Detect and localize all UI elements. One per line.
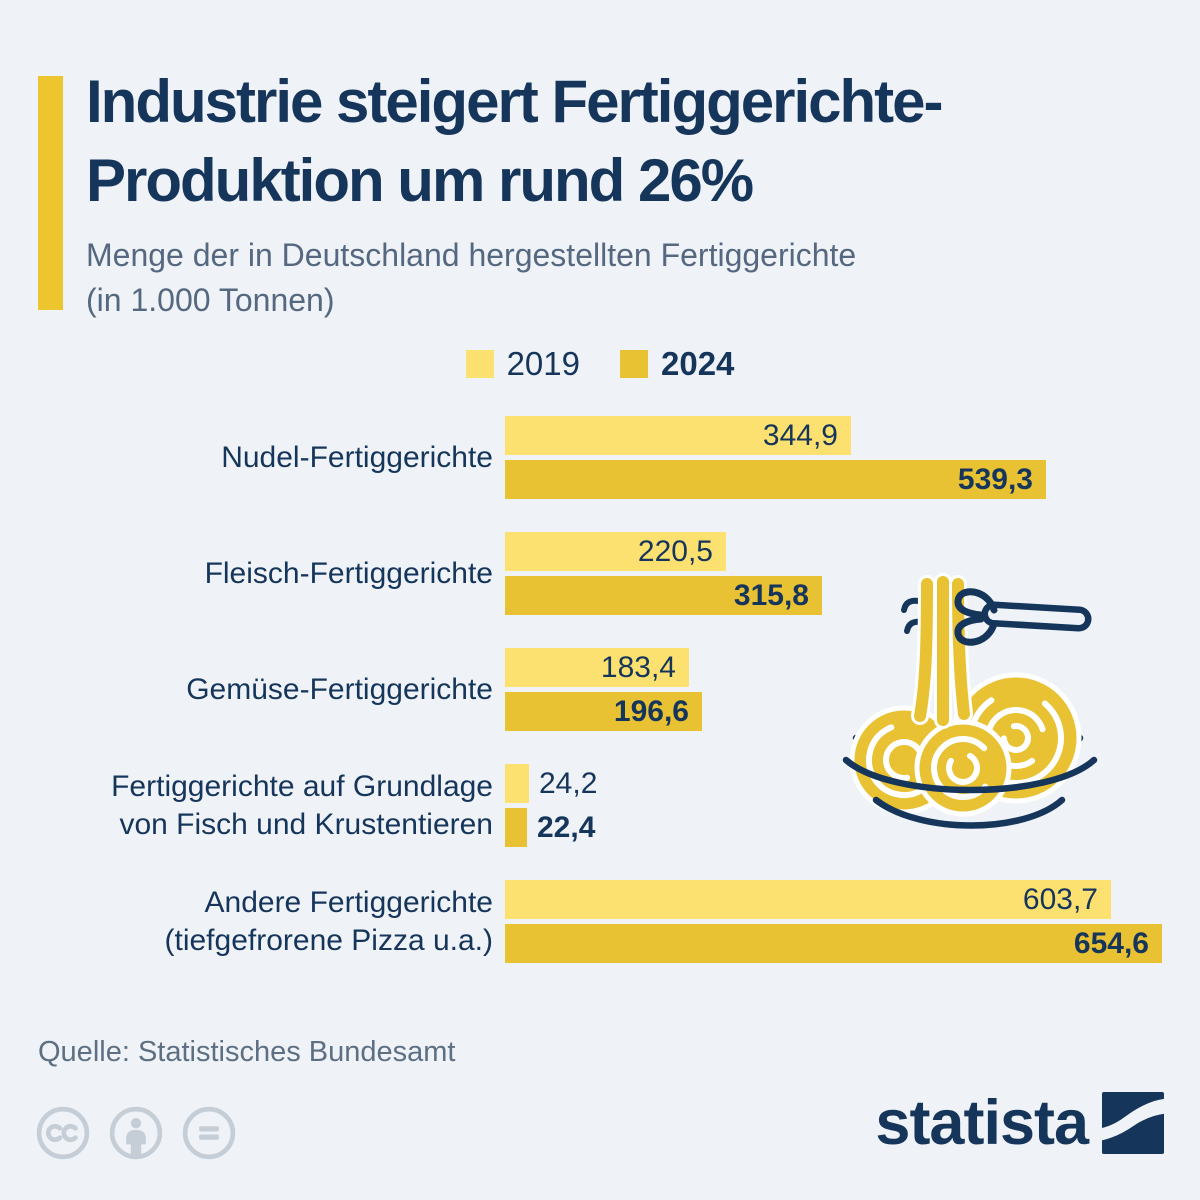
source-text: Quelle: Statistisches Bundesamt — [38, 1036, 456, 1068]
legend-item-2019: 2019 — [465, 345, 580, 383]
category-label: Nudel-Fertiggerichte — [221, 440, 493, 474]
value-label-2019: 183,4 — [600, 651, 676, 684]
value-label-2024: 539,3 — [957, 463, 1033, 496]
category-label: Fertiggerichte auf Grundlage von Fisch un… — [111, 769, 493, 841]
noodles-on-fork-icon — [842, 573, 1098, 829]
value-label-2019: 603,7 — [1022, 883, 1098, 916]
equal-icon — [182, 1106, 236, 1160]
chart-group-5: Andere Fertiggerichte (tiefgefrorene Pizz… — [0, 880, 1200, 963]
legend-label-2024: 2024 — [661, 345, 735, 382]
value-label-2024: 22,4 — [537, 811, 596, 844]
legend-swatch-2024 — [620, 350, 648, 378]
license-icons — [36, 1106, 236, 1160]
chart-group-1: Nudel-Fertiggerichte 344,9 539,3 — [0, 416, 1200, 499]
statista-logo: statista — [875, 1088, 1164, 1158]
bar-2024: 22,4 — [505, 808, 595, 847]
legend-swatch-2019 — [465, 350, 494, 378]
value-label-2019: 344,9 — [762, 419, 838, 452]
legend-label-2019: 2019 — [506, 345, 580, 382]
bar-pair: 24,2 22,4 — [505, 764, 1200, 847]
bar-2024: 315,8 — [505, 576, 822, 615]
legend-item-2024: 2024 — [620, 345, 734, 383]
bar-2019: 24,2 — [505, 764, 597, 803]
cc-icon — [36, 1106, 90, 1160]
bar-2024: 539,3 — [505, 460, 1046, 499]
plate-icon — [842, 756, 1098, 829]
bar-pair: 603,7 654,6 — [505, 880, 1200, 963]
statista-logo-mark — [1102, 1092, 1164, 1154]
bar-chart: Nudel-Fertiggerichte 344,9 539,3 Fleisch-Fe… — [0, 416, 1200, 996]
bar-2019: 220,5 — [505, 532, 726, 571]
page-title-line1: Industrie steigert Fertiggerichte- — [86, 68, 943, 135]
chart-legend: 2019 2024 — [0, 345, 1200, 383]
subtitle: Menge der in Deutschland hergestellten F… — [86, 233, 1146, 323]
bar-pair: 183,4 196,6 — [505, 648, 1200, 731]
bar-2019: 183,4 — [505, 648, 689, 687]
category-label: Andere Fertiggerichte (tiefgefrorene Pizz… — [164, 885, 494, 957]
category-label: Fleisch-Fertiggerichte — [204, 556, 493, 590]
value-label-2019: 24,2 — [539, 767, 598, 800]
page-title: Industrie steigert Fertiggerichte- Produk… — [86, 62, 1176, 220]
category-label: Gemüse-Fertiggerichte — [186, 672, 493, 706]
noodle-mounds — [849, 672, 1082, 817]
chart-group-3: Gemüse-Fertiggerichte 183,4 196,6 — [0, 648, 1200, 731]
bar-pair: 344,9 539,3 — [505, 416, 1200, 499]
bar-2019: 603,7 — [505, 880, 1111, 919]
value-label-2024: 196,6 — [613, 695, 689, 728]
value-label-2019: 220,5 — [637, 535, 713, 568]
bar-2024: 196,6 — [505, 692, 702, 731]
chart-group-2: Fleisch-Fertiggerichte 220,5 315,8 — [0, 532, 1200, 615]
fork-icon — [954, 588, 1092, 646]
attribution-icon — [109, 1106, 163, 1160]
statista-wordmark: statista — [875, 1088, 1089, 1158]
value-label-2024: 315,8 — [733, 579, 809, 612]
page-title-line2: Produktion um rund 26% — [86, 147, 754, 214]
bar-2019: 344,9 — [505, 416, 851, 455]
title-accent-bar — [38, 76, 63, 310]
bar-pair: 220,5 315,8 — [505, 532, 1200, 615]
bar-2024: 654,6 — [505, 924, 1162, 963]
value-label-2024: 654,6 — [1073, 927, 1149, 960]
subtitle-line2: (in 1.000 Tonnen) — [86, 282, 335, 318]
chart-group-4: Fertiggerichte auf Grundlage von Fisch un… — [0, 764, 1200, 847]
subtitle-line1: Menge der in Deutschland hergestellten F… — [86, 237, 857, 273]
